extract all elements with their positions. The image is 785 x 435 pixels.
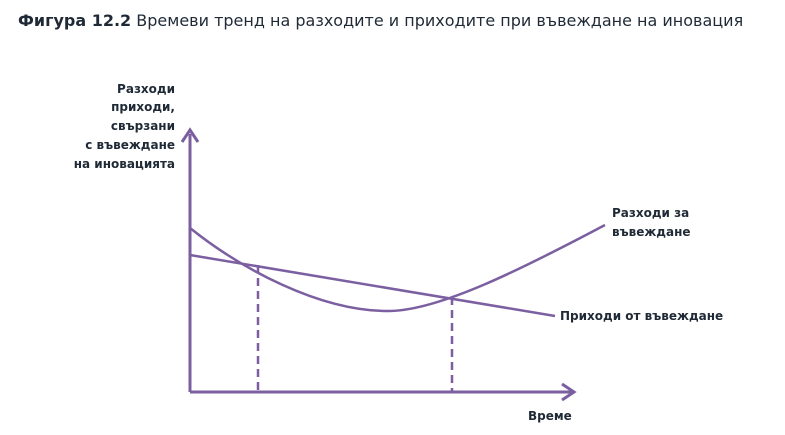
y-label-line: с въвеждане bbox=[85, 138, 175, 152]
revenue-label: Приходи от въвеждане bbox=[560, 309, 723, 323]
y-label-line: приходи, bbox=[111, 100, 175, 114]
y-label-line: на иновацията bbox=[74, 157, 175, 171]
revenue-line bbox=[189, 253, 556, 318]
title-label: Фигура 12.2 bbox=[18, 11, 131, 30]
title: Фигура 12.2 Времеви тренд на разходите и… bbox=[18, 11, 743, 30]
x-arrow bbox=[561, 382, 577, 402]
y-label-line: свързани bbox=[111, 119, 175, 133]
title-text: Времеви тренд на разходите и приходите п… bbox=[136, 11, 743, 30]
cost-label: Разходи за bbox=[612, 206, 689, 220]
y-axis-label: Разходи приходи, свързани с въвеждане на… bbox=[74, 82, 175, 171]
x-axis-label: Време bbox=[528, 409, 572, 423]
cost-curve bbox=[189, 223, 606, 313]
curves bbox=[189, 223, 606, 392]
y-label-line: Разходи bbox=[117, 82, 175, 96]
y-arrow bbox=[180, 127, 200, 143]
cost-label: въвеждане bbox=[612, 225, 691, 239]
axes bbox=[180, 127, 577, 402]
